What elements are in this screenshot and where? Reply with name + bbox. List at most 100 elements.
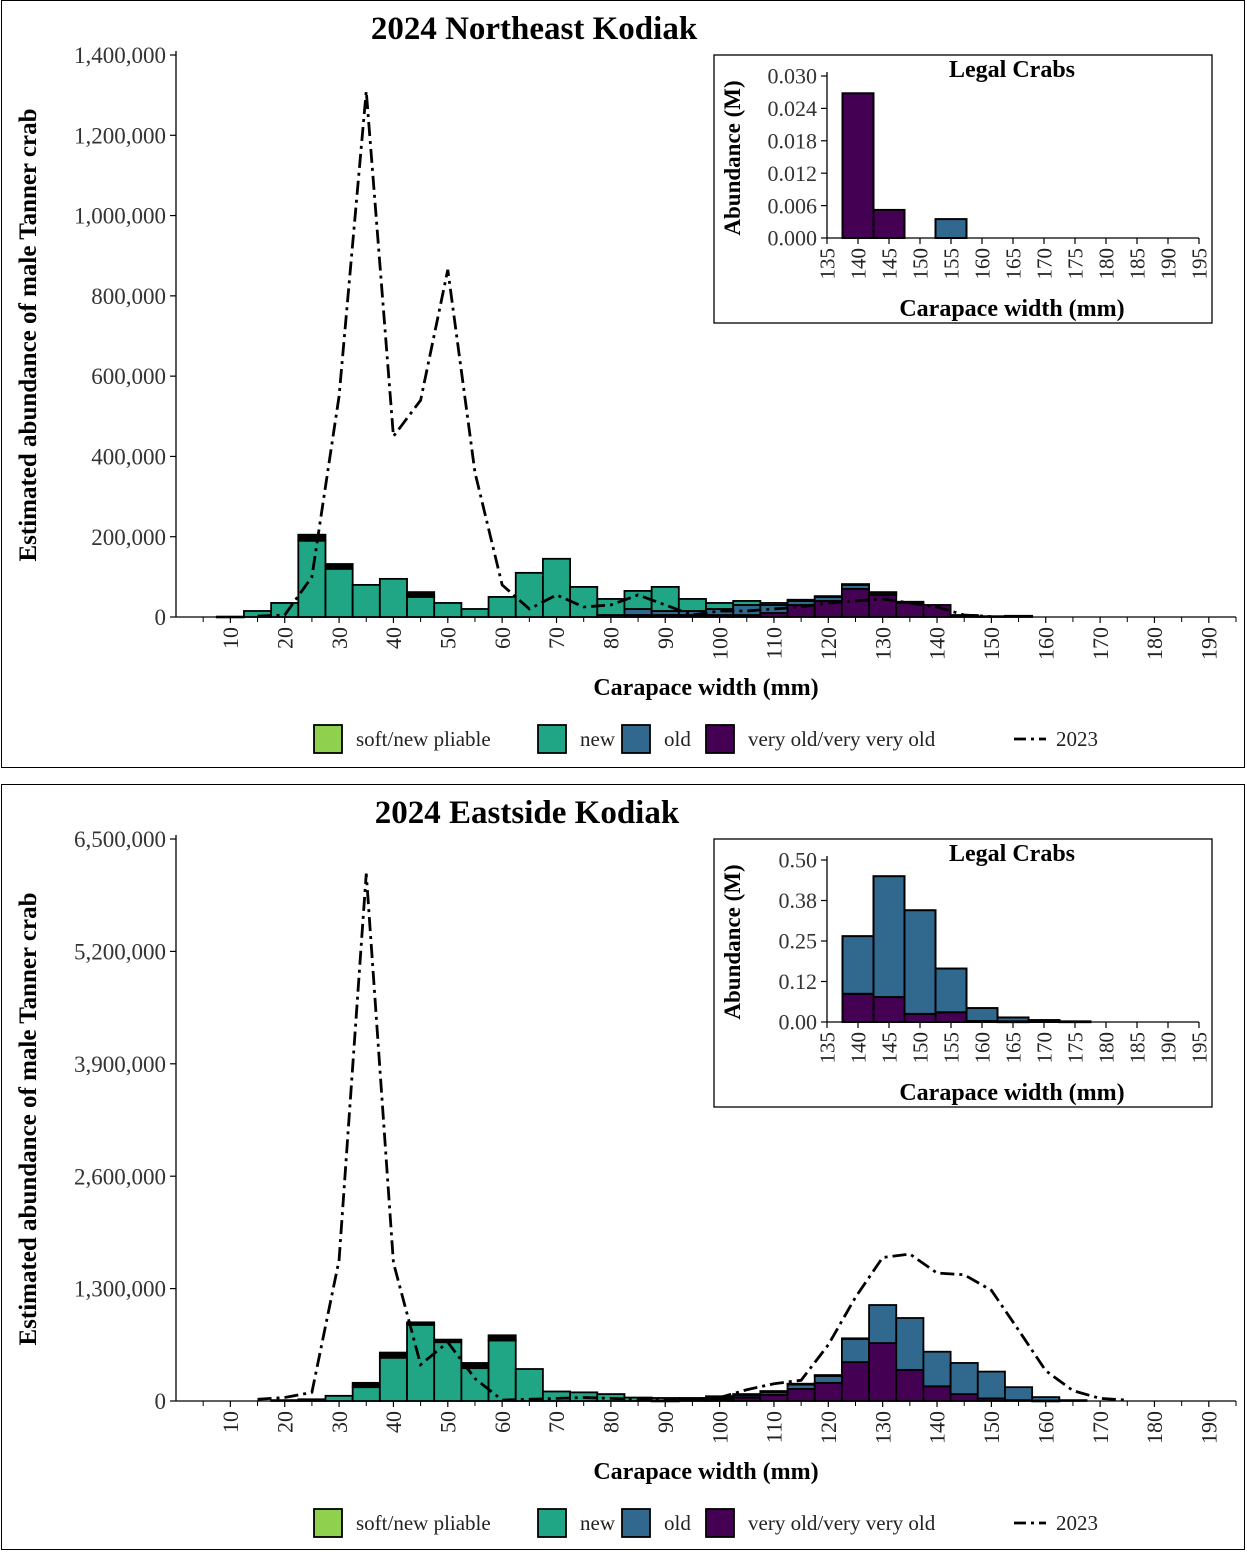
x-tick-label: 170 <box>1088 627 1113 660</box>
legend-swatch-new <box>537 1508 567 1538</box>
bar-new-40 <box>378 577 408 618</box>
legend-label-old: old <box>664 727 691 751</box>
y-tick-label: 400,000 <box>91 444 166 469</box>
bar-old-85 <box>623 608 653 616</box>
line-2023 <box>257 873 1128 1402</box>
inset-x-tick-label: 135 <box>815 1032 839 1064</box>
bar-old-145 <box>949 1362 979 1395</box>
x-tick-label: 140 <box>925 627 950 660</box>
legend-label-old: old <box>664 1511 691 1535</box>
bar-very_old-140 <box>922 1385 952 1402</box>
inset-x-tick-label: 145 <box>877 1032 901 1064</box>
inset-y-tick-label: 0.38 <box>779 888 818 913</box>
x-tick-label: 150 <box>979 1411 1004 1444</box>
bar-new-55 <box>460 608 490 618</box>
legend-label-2023: 2023 <box>1056 1511 1098 1535</box>
inset-y-axis-label: Abundance (M) <box>720 80 745 235</box>
inset-x-tick-label: 150 <box>908 248 932 280</box>
bar-soft-25 <box>297 533 327 542</box>
bar-old-160 <box>1031 1396 1061 1402</box>
bar-old-140 <box>922 1350 952 1388</box>
x-tick-label: 50 <box>435 1411 460 1433</box>
y-tick-label: 6,500,000 <box>74 827 166 852</box>
bar-new-25 <box>297 1398 327 1402</box>
inset-bar-old-155 <box>934 967 968 1014</box>
x-tick-label: 150 <box>979 627 1004 660</box>
x-tick-label: 90 <box>653 627 678 649</box>
bar-soft-35 <box>351 1381 381 1389</box>
inset-x-tick-label: 155 <box>939 248 963 280</box>
chart-panel-northeast: 2024 Northeast Kodiak Estimated abundanc… <box>1 0 1245 768</box>
legend-label-very_old: very old/very very old <box>748 727 936 751</box>
bar-old-150 <box>976 1370 1006 1400</box>
x-axis-label: Carapace width (mm) <box>593 675 818 701</box>
y-tick-label: 0 <box>155 1389 167 1414</box>
y-tick-label: 2,600,000 <box>74 1164 166 1189</box>
inset-bar-very_old-150 <box>903 1012 937 1023</box>
bar-new-50 <box>433 1341 463 1402</box>
y-tick-label: 1,400,000 <box>74 43 166 68</box>
inset-y-tick-label: 0.030 <box>768 64 818 89</box>
inset-frame <box>713 54 1213 324</box>
bar-old-130 <box>868 1304 898 1344</box>
bar-new-20 <box>270 1399 300 1402</box>
inset-x-tick-label: 150 <box>908 1032 932 1064</box>
y-tick-label: 200,000 <box>91 525 166 550</box>
bar-soft-40 <box>378 1351 408 1359</box>
bar-new-115 <box>786 1382 816 1386</box>
y-tick-label: 0 <box>155 605 167 630</box>
x-tick-label: 10 <box>218 627 243 649</box>
x-tick-label: 50 <box>435 627 460 649</box>
inset-bar-very_old-140 <box>841 92 875 239</box>
inset-x-tick-label: 175 <box>1063 248 1087 280</box>
inset-x-tick-label: 140 <box>846 1032 870 1064</box>
inset-x-tick-label: 180 <box>1094 1032 1118 1064</box>
bar-new-105 <box>732 1393 762 1397</box>
inset-x-tick-label: 195 <box>1187 248 1211 280</box>
inset-y-tick-label: 0.25 <box>779 929 818 954</box>
bar-very_old-155 <box>1004 614 1034 618</box>
y-tick-label: 3,900,000 <box>74 1052 166 1077</box>
inset-x-tick-label: 160 <box>970 1032 994 1064</box>
bar-new-35 <box>351 583 381 618</box>
legend-label-new: new <box>580 1511 616 1535</box>
inset-bar-old-155 <box>934 218 968 240</box>
inset-bar-old-160 <box>965 1007 999 1023</box>
inset-bar-old-170 <box>1027 1019 1061 1023</box>
inset-x-tick-label: 180 <box>1094 248 1118 280</box>
legend-swatch-very_old <box>705 724 735 754</box>
legend-swatch-soft_new_pliable <box>313 724 343 754</box>
x-tick-label: 170 <box>1088 1411 1113 1444</box>
legend-swatch-new <box>537 724 567 754</box>
bar-new-30 <box>324 1394 354 1402</box>
bar-new-35 <box>351 1386 381 1402</box>
x-tick-label: 70 <box>544 627 569 649</box>
x-tick-label: 110 <box>762 627 787 659</box>
bar-soft-60 <box>487 1334 517 1342</box>
bar-soft-45 <box>406 1321 436 1326</box>
inset-bar-old-140 <box>841 935 875 995</box>
bar-new-70 <box>542 557 572 618</box>
y-tick-label: 5,200,000 <box>74 939 166 964</box>
inset-bar-very_old-145 <box>872 208 906 239</box>
bar-soft-30 <box>324 563 354 570</box>
x-tick-label: 160 <box>1033 627 1058 660</box>
bar-very_old-120 <box>813 1381 843 1402</box>
inset-x-tick-label: 165 <box>1001 1032 1025 1064</box>
chart-eastside-kodiak: 2024 Eastside Kodiak Estimated abundance… <box>15 795 1237 1538</box>
inset-y-tick-label: 0.00 <box>779 1010 818 1035</box>
inset-x-tick-label: 190 <box>1156 248 1180 280</box>
inset-x-axis-label: Carapace width (mm) <box>899 1080 1124 1106</box>
inset-bar-old-165 <box>996 1016 1030 1023</box>
x-tick-label: 120 <box>816 1411 841 1444</box>
inset-x-tick-label: 140 <box>846 248 870 280</box>
inset-y-tick-label: 0.000 <box>768 226 818 251</box>
x-tick-label: 140 <box>925 1411 950 1444</box>
legend-swatch-very_old <box>705 1508 735 1538</box>
x-tick-label: 20 <box>272 1411 297 1433</box>
x-tick-label: 120 <box>816 627 841 660</box>
bar-very_old-130 <box>868 1342 898 1402</box>
bar-new-125 <box>840 1337 870 1341</box>
x-tick-label: 70 <box>544 1411 569 1433</box>
x-tick-label: 190 <box>1197 1411 1222 1444</box>
